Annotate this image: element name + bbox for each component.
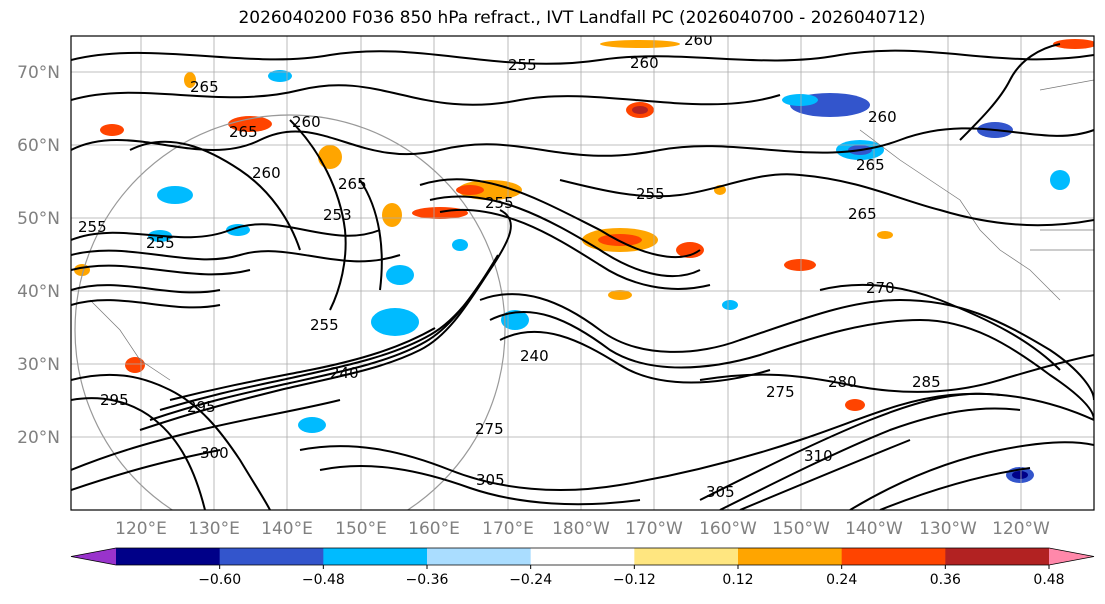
contour-label: 265 [190, 78, 219, 96]
contour-label: 305 [706, 483, 735, 501]
contour-label: 265 [338, 175, 367, 193]
colorbar-tick-label: 0.36 [930, 572, 961, 588]
map-plot-area: 260 265 260 255 265 260 265 255 253 255 … [71, 31, 1094, 510]
coastlines [74, 79, 1094, 510]
contour-label: 240 [330, 364, 359, 382]
contour-label: 255 [78, 218, 107, 236]
contour-label: 265 [856, 156, 885, 174]
colorbar-segment [219, 548, 324, 565]
map-title: 2026040200 F036 850 hPa refract., IVT La… [238, 8, 926, 28]
contour-label: 253 [323, 206, 352, 224]
contour-lines [71, 43, 1094, 510]
lon-label: 170°E [482, 519, 534, 539]
gridlines [71, 36, 1094, 510]
contour-label: 270 [866, 279, 895, 297]
contour-labels: 260 265 260 255 265 260 265 255 253 255 … [78, 31, 941, 501]
lon-label: 150°W [772, 519, 830, 539]
lat-label: 30°N [17, 355, 60, 375]
contour-label: 240 [520, 347, 549, 365]
lon-label: 150°E [335, 519, 387, 539]
contour-label: 255 [508, 56, 537, 74]
lon-label: 130°E [188, 519, 240, 539]
contour-label: 295 [187, 398, 216, 416]
colorbar-segments [70, 547, 1095, 566]
contour-label: 285 [912, 373, 941, 391]
colorbar-tick-label: −0.24 [509, 572, 552, 588]
colorbar-extend-high [1049, 548, 1094, 565]
colorbar-tick-label: 0.24 [826, 572, 857, 588]
colorbar-outline [70, 547, 1095, 566]
lat-label: 40°N [17, 282, 60, 302]
colorbar-segment [841, 548, 946, 565]
colorbar-segment [427, 548, 532, 565]
contour-label: 300 [200, 444, 229, 462]
colorbar-segment [323, 548, 428, 565]
latitude-axis: 70°N 60°N 50°N 40°N 30°N 20°N [17, 63, 60, 448]
colorbar-segment [634, 548, 739, 565]
colorbar-segment [116, 548, 221, 565]
colorbar-tick-label: −0.36 [406, 572, 449, 588]
colorbar-tick-label: −0.48 [302, 572, 345, 588]
lon-label: 170°W [625, 519, 683, 539]
contour-label: 260 [252, 164, 281, 182]
colorbar-ticks: −0.60 −0.48 −0.36 −0.24 −0.12 0.12 0.24 0.36 0.4… [198, 565, 1065, 588]
contour-label: 260 [868, 108, 897, 126]
contour-label: 275 [475, 420, 504, 438]
contour-label: 260 [684, 31, 713, 49]
colorbar-tick-label: −0.60 [198, 572, 241, 588]
colorbar-segment [530, 548, 635, 565]
lon-label: 140°W [845, 519, 903, 539]
plot-frame [70, 35, 1095, 511]
lon-label: 120°E [115, 519, 167, 539]
colorbar-segment [738, 548, 843, 565]
colorbar-tick-label: 0.48 [1033, 572, 1064, 588]
colorbar-tick-label: 0.12 [722, 572, 753, 588]
contour-label: 275 [766, 383, 795, 401]
contour-label: 255 [636, 185, 665, 203]
contour-label: 305 [476, 471, 505, 489]
colorbar-tick-label: −0.12 [613, 572, 656, 588]
lon-label: 160°W [699, 519, 757, 539]
longitude-axis: 120°E 130°E 140°E 150°E 160°E 170°E 180°… [115, 519, 1050, 539]
contour-label: 260 [630, 54, 659, 72]
colorbar-segment [945, 548, 1050, 565]
contour-label: 310 [804, 447, 833, 465]
lon-label: 130°W [919, 519, 977, 539]
lat-label: 60°N [17, 136, 60, 156]
lat-label: 20°N [17, 428, 60, 448]
lon-label: 140°E [261, 519, 313, 539]
lat-label: 70°N [17, 63, 60, 83]
contour-label: 255 [485, 194, 514, 212]
contour-label: 265 [229, 123, 258, 141]
contour-label: 295 [100, 391, 129, 409]
lon-label: 120°W [992, 519, 1050, 539]
lon-label: 160°E [408, 519, 460, 539]
contour-label: 255 [310, 316, 339, 334]
contour-label: 280 [828, 373, 857, 391]
contour-label: 265 [848, 205, 877, 223]
contour-label: 255 [146, 234, 175, 252]
contour-label: 260 [292, 113, 321, 131]
colorbar: −0.60 −0.48 −0.36 −0.24 −0.12 0.12 0.24 0.36 0.4… [70, 547, 1095, 588]
lat-label: 50°N [17, 209, 60, 229]
colorbar-extend-low [71, 548, 116, 565]
lon-label: 180°W [552, 519, 610, 539]
